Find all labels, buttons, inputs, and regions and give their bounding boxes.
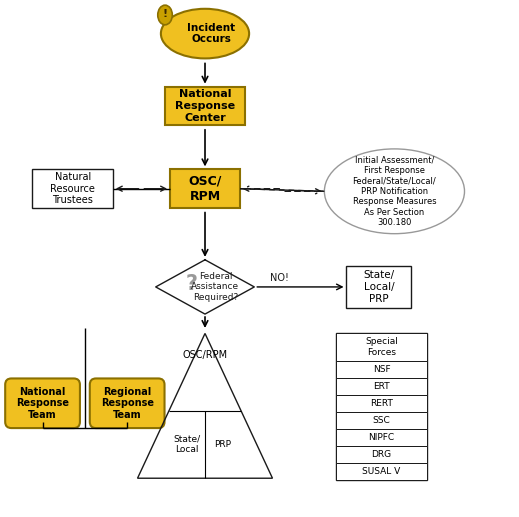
FancyBboxPatch shape bbox=[336, 333, 427, 480]
Text: State/
Local: State/ Local bbox=[173, 435, 200, 454]
Text: OSC/RPM: OSC/RPM bbox=[183, 350, 227, 360]
Text: National
Response
Center: National Response Center bbox=[175, 89, 235, 123]
FancyBboxPatch shape bbox=[336, 446, 427, 463]
FancyBboxPatch shape bbox=[336, 361, 427, 378]
FancyBboxPatch shape bbox=[336, 429, 427, 446]
Text: SUSAL V: SUSAL V bbox=[362, 467, 401, 476]
Text: PRP: PRP bbox=[214, 440, 231, 449]
FancyBboxPatch shape bbox=[90, 378, 165, 428]
Ellipse shape bbox=[324, 149, 465, 234]
FancyBboxPatch shape bbox=[336, 378, 427, 395]
Text: Regional
Response
Team: Regional Response Team bbox=[101, 387, 154, 420]
Polygon shape bbox=[156, 260, 254, 314]
FancyBboxPatch shape bbox=[336, 463, 427, 480]
FancyBboxPatch shape bbox=[336, 333, 427, 361]
FancyBboxPatch shape bbox=[165, 86, 245, 125]
Ellipse shape bbox=[161, 9, 249, 58]
Text: RERT: RERT bbox=[370, 399, 393, 408]
Text: OSC/
RPM: OSC/ RPM bbox=[188, 175, 222, 203]
Ellipse shape bbox=[158, 5, 172, 25]
Text: Incident
Occurs: Incident Occurs bbox=[187, 23, 235, 44]
Text: NSF: NSF bbox=[373, 365, 390, 374]
Text: SSC: SSC bbox=[373, 416, 390, 425]
FancyBboxPatch shape bbox=[347, 266, 411, 308]
FancyBboxPatch shape bbox=[336, 412, 427, 429]
FancyBboxPatch shape bbox=[336, 395, 427, 412]
Text: ERT: ERT bbox=[373, 382, 390, 391]
Text: Federal
Assistance
Required?: Federal Assistance Required? bbox=[192, 272, 239, 302]
Text: National
Response
Team: National Response Team bbox=[16, 387, 69, 420]
FancyBboxPatch shape bbox=[170, 170, 240, 208]
Text: ?: ? bbox=[186, 275, 198, 294]
Text: Initial Assessment/
First Response
Federal/State/Local/
PRP Notification
Respons: Initial Assessment/ First Response Feder… bbox=[352, 156, 436, 227]
Text: NO!: NO! bbox=[270, 272, 289, 283]
FancyBboxPatch shape bbox=[5, 378, 80, 428]
Text: DRG: DRG bbox=[372, 450, 391, 459]
Text: State/
Local/
PRP: State/ Local/ PRP bbox=[363, 270, 394, 303]
Text: Natural
Resource
Trustees: Natural Resource Trustees bbox=[50, 172, 95, 205]
FancyBboxPatch shape bbox=[33, 170, 113, 208]
Text: Special
Forces: Special Forces bbox=[365, 338, 398, 357]
Text: NIPFC: NIPFC bbox=[368, 433, 394, 442]
Text: !: ! bbox=[162, 9, 168, 19]
